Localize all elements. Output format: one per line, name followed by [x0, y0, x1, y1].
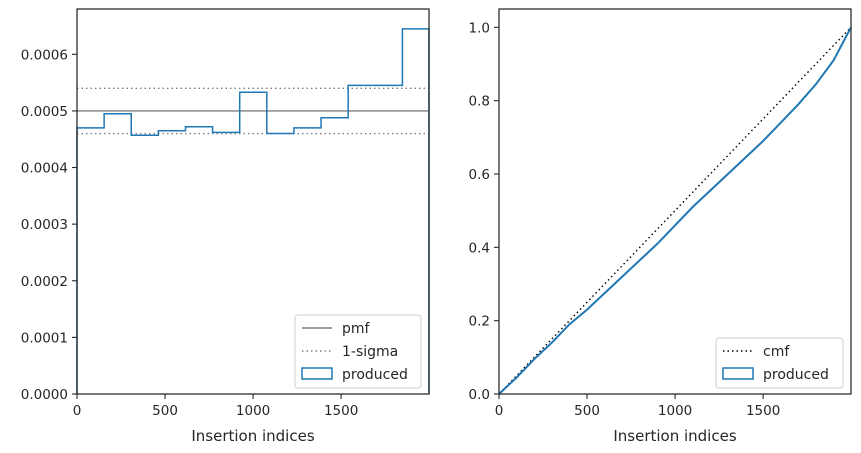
legend-cmf-label: cmf [763, 344, 790, 360]
cmf-x-axis-label: Insertion indices [613, 427, 736, 445]
legend-produced-label: produced [763, 367, 829, 383]
legend-pmf-label: pmf [342, 321, 371, 337]
cmf-line [498, 26, 852, 395]
legend-1-sigma-label: 1-sigma [342, 344, 398, 360]
histogram-axes-frame [76, 8, 430, 395]
cmf-series-layer [498, 26, 852, 395]
cmf-legend-box [715, 337, 844, 389]
histogram-legend: pmf 1-sigma produced [294, 314, 422, 389]
cmf-ticks-layer: 0 500 1000 1500 0.0 0.2 0.4 0.6 0.8 1.0 [469, 20, 781, 419]
y-tick-label: 0.0000 [21, 387, 68, 403]
y-tick-label: 0.0002 [21, 274, 68, 290]
legend-produced-swatch [722, 367, 754, 380]
histogram-legend-box [294, 314, 422, 389]
histogram-series-layer [76, 28, 430, 394]
y-tick-label: 0.0001 [21, 330, 68, 346]
histogram-chart: 0 500 1000 1500 0.0000 0.0001 0.0002 0.0003 0.00… [21, 8, 430, 445]
y-tick-label: 1.0 [469, 20, 490, 36]
y-tick-label: 0.2 [469, 314, 490, 330]
legend-produced-swatch [301, 367, 333, 380]
cmf-chart: 0 500 1000 1500 0.0 0.2 0.4 0.6 0.8 1.0 Insertion… [469, 8, 852, 445]
x-tick-label: 500 [152, 403, 178, 419]
x-tick-label: 1000 [236, 403, 270, 419]
cmf-legend: cmf produced [715, 337, 844, 389]
y-tick-label: 0.0004 [21, 161, 68, 177]
x-tick-label: 0 [495, 403, 504, 419]
y-tick-label: 0.6 [469, 167, 490, 183]
y-tick-label: 0.4 [469, 240, 490, 256]
y-tick-label: 0.0 [469, 387, 490, 403]
x-tick-label: 0 [73, 403, 82, 419]
x-tick-label: 1000 [658, 403, 692, 419]
cmf-axes-frame [498, 8, 852, 395]
y-tick-label: 0.8 [469, 94, 490, 110]
produced-histogram-step [76, 28, 430, 394]
produced-cumulative-line [498, 26, 852, 395]
x-tick-label: 1500 [746, 403, 780, 419]
y-tick-label: 0.0006 [21, 47, 68, 63]
histogram-x-axis-label: Insertion indices [191, 427, 314, 445]
x-tick-label: 1500 [324, 403, 358, 419]
x-tick-label: 500 [574, 403, 600, 419]
y-tick-label: 0.0003 [21, 217, 68, 233]
legend-produced-label: produced [342, 367, 408, 383]
y-tick-label: 0.0005 [21, 104, 68, 120]
histogram-ticks-layer: 0 500 1000 1500 0.0000 0.0001 0.0002 0.0003 0.00… [21, 47, 359, 419]
